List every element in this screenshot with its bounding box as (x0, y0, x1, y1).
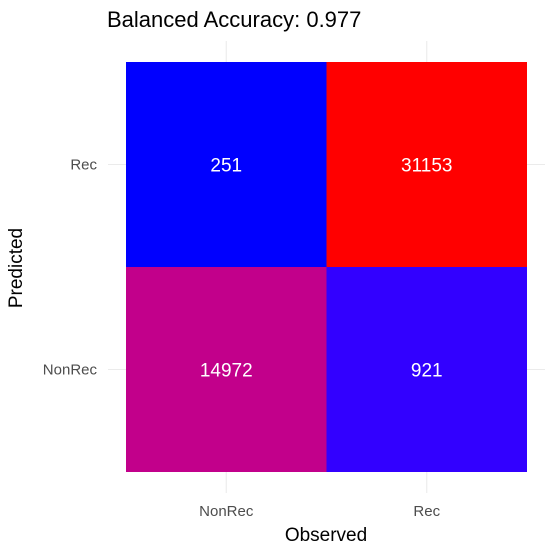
cell-value-label: 14972 (200, 361, 253, 382)
label-layer: 251 31153 14972 921 NonRec Rec NonRec Rec (43, 156, 453, 521)
cell-value-label: 921 (411, 361, 443, 382)
heatmap-cell (326, 267, 527, 472)
heatmap-cell (326, 62, 527, 267)
cell-value-label: 31153 (401, 156, 452, 177)
cell-value-label: 251 (210, 156, 242, 177)
cell-layer (126, 62, 527, 472)
x-axis-title: Observed (285, 525, 367, 546)
y-tick-label: Rec (70, 157, 97, 174)
y-tick-label: NonRec (43, 362, 98, 379)
y-axis-title: Predicted (6, 228, 27, 308)
x-tick-label: NonRec (199, 503, 254, 520)
heatmap-cell (126, 62, 327, 267)
x-tick-label: Rec (413, 503, 440, 520)
heatmap-cell (126, 267, 327, 472)
chart-title: Balanced Accuracy: 0.977 (107, 7, 361, 32)
